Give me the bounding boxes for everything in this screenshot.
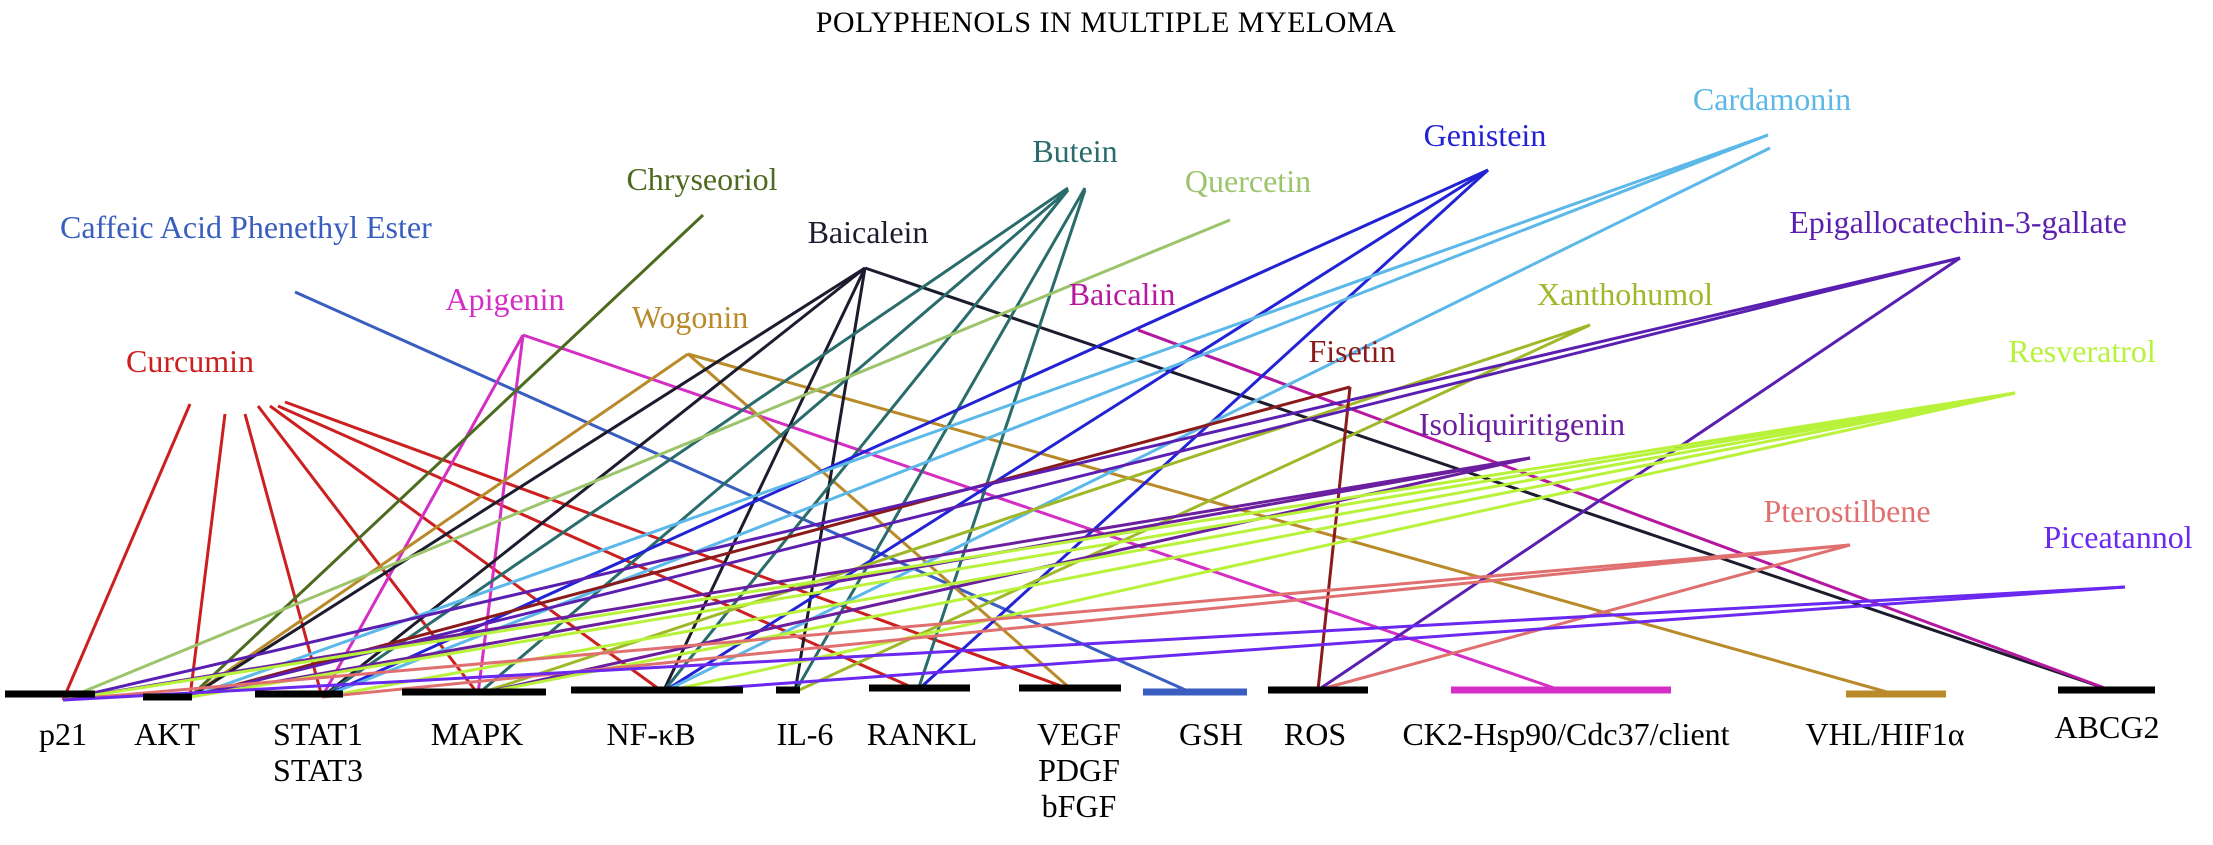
- target-label-abcg2: ABCG2: [2055, 709, 2160, 745]
- polyphenol-label-genistein: Genistein: [1424, 117, 1547, 153]
- polyphenol-label-cape: Caffeic Acid Phenethyl Ester: [60, 209, 432, 245]
- polyphenol-label-fisetin: Fisetin: [1308, 333, 1395, 369]
- polyphenol-label-pterostilbene: Pterostilbene: [1763, 493, 1930, 529]
- target-label-akt: AKT: [134, 716, 200, 752]
- target-label-line: RANKL: [867, 716, 977, 752]
- target-label-line: STAT3: [273, 752, 363, 788]
- edge-quercetin-p21: [62, 218, 1231, 702]
- target-label-ros: ROS: [1284, 716, 1346, 752]
- edge-resveratrol-akt: [189, 391, 2016, 699]
- target-label-stat: STAT1 STAT3: [273, 716, 363, 788]
- edge-curcumin-p21: [61, 403, 192, 701]
- target-label-line: VHL/HIF1α: [1806, 716, 1965, 752]
- edge-curcumin-mapk: [256, 405, 480, 695]
- edge-resveratrol-mapk: [477, 391, 2016, 696]
- edge-curcumin-rankl: [277, 404, 919, 692]
- edge-apigenin-ck2: [522, 333, 1561, 692]
- target-label-gsh: GSH: [1179, 716, 1243, 752]
- polyphenol-label-chryseoriol: Chryseoriol: [626, 161, 777, 197]
- edge-resveratrol-p21: [62, 391, 2016, 702]
- polyphenol-label-curcumin: Curcumin: [126, 343, 254, 379]
- polyphenol-label-baicalin: Baicalin: [1069, 276, 1176, 312]
- edge-isoliquiritigenin-p21: [62, 456, 1531, 702]
- polyphenol-label-butein: Butein: [1032, 133, 1117, 169]
- edge-pterostilbene-p21: [62, 543, 1851, 702]
- edge-piceatannol-nfkb: [662, 585, 2126, 694]
- target-label-line: ROS: [1284, 716, 1346, 752]
- edge-chryseoriol-akt: [188, 213, 705, 699]
- polyphenol-label-resveratrol: Resveratrol: [2008, 333, 2156, 369]
- edge-genistein-nfkb: [662, 168, 1489, 694]
- edge-resveratrol-nfkb: [662, 391, 2016, 694]
- edge-wogonin-akt: [189, 352, 689, 699]
- edge-piceatannol-p21: [62, 585, 2126, 702]
- edge-curcumin-nfkb: [269, 404, 664, 694]
- polyphenol-labels: Curcumin Caffeic Acid Phenethyl Ester Apig…: [60, 81, 2193, 555]
- edge-curcumin-akt: [188, 413, 227, 698]
- edge-egcg-ros: [1317, 256, 1961, 692]
- target-labels: p21 AKT STAT1 STAT3 MAPK NF-κB IL-6 RANKL VEGF PD…: [39, 709, 2159, 824]
- target-label-vegf: VEGF PDGF bFGF: [1037, 716, 1121, 824]
- edge-butein-mapk: [477, 188, 1069, 696]
- target-label-p21: p21: [39, 716, 87, 752]
- edge-xanthohumol-il6: [794, 323, 1591, 694]
- edge-fisetin-akt: [189, 385, 1351, 699]
- target-label-line: AKT: [134, 716, 200, 752]
- edge-baicalin-abcg2: [1137, 328, 2111, 692]
- target-label-line: IL-6: [777, 716, 834, 752]
- target-label-line: PDGF: [1038, 752, 1120, 788]
- edge-egcg-akt: [189, 256, 1961, 699]
- edge-resveratrol-stat: [321, 391, 2016, 699]
- polyphenol-label-baicalein: Baicalein: [808, 214, 929, 250]
- polyphenol-label-isoliquiritigenin: Isoliquiritigenin: [1419, 406, 1625, 442]
- target-label-mapk: MAPK: [431, 716, 523, 752]
- target-label-rankl: RANKL: [867, 716, 977, 752]
- target-label-il6: IL-6: [777, 716, 834, 752]
- polyphenol-label-quercetin: Quercetin: [1185, 163, 1311, 199]
- polyphenol-label-egcg: Epigallocatechin-3-gallate: [1789, 204, 2127, 240]
- polyphenol-label-apigenin: Apigenin: [445, 281, 564, 317]
- target-label-nfkb: NF-κB: [606, 716, 695, 752]
- edge-curcumin-stat: [243, 413, 324, 698]
- target-label-line: p21: [39, 716, 87, 752]
- diagram-title: POLYPHENOLS IN MULTIPLE MYELOMA: [816, 6, 1397, 39]
- edge-butein-rankl: [916, 189, 1087, 691]
- polyphenol-label-wogonin: Wogonin: [632, 299, 749, 335]
- target-label-line: VEGF: [1037, 716, 1121, 752]
- edge-genistein-rankl: [916, 168, 1490, 692]
- edge-cardamonin-akt: [189, 133, 1769, 699]
- connection-lines: [61, 133, 2126, 702]
- edge-butein-il6: [793, 187, 1087, 693]
- target-label-vhl: VHL/HIF1α: [1806, 716, 1965, 752]
- edge-fisetin-ros: [1316, 386, 1352, 691]
- target-label-ck2: CK2-Hsp90/Cdc37/client: [1402, 716, 1729, 752]
- target-label-line: ABCG2: [2055, 709, 2160, 745]
- target-label-line: bFGF: [1042, 788, 1117, 824]
- edge-egcg-p21: [62, 256, 1961, 702]
- edge-baicalein-akt: [189, 266, 866, 699]
- target-label-line: NF-κB: [606, 716, 695, 752]
- edge-wogonin-vegf: [687, 352, 1073, 692]
- polyphenol-label-cardamonin: Cardamonin: [1693, 81, 1851, 117]
- edge-baicalein-abcg2: [864, 266, 2111, 692]
- target-label-line: MAPK: [431, 716, 523, 752]
- edge-curcumin-vegf: [284, 400, 1073, 692]
- target-label-line: GSH: [1179, 716, 1243, 752]
- polyphenol-label-piceatannol: Piceatannol: [2043, 519, 2192, 555]
- target-label-line: CK2-Hsp90/Cdc37/client: [1402, 716, 1729, 752]
- edge-isoliquiritigenin-akt: [189, 456, 1531, 699]
- polyphenol-label-xanthohumol: Xanthohumol: [1537, 276, 1713, 312]
- target-label-line: STAT1: [273, 716, 363, 752]
- target-bars: [5, 684, 2155, 701]
